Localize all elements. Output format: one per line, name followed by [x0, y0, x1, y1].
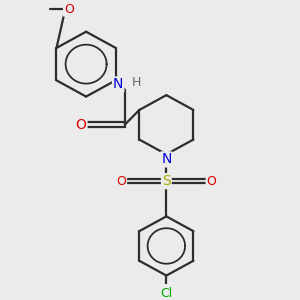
Text: Cl: Cl	[160, 287, 172, 300]
Text: O: O	[64, 3, 74, 16]
Text: N: N	[161, 152, 172, 167]
Text: N: N	[113, 77, 123, 92]
Text: S: S	[162, 174, 171, 188]
Text: O: O	[207, 175, 217, 188]
Text: H: H	[131, 76, 141, 89]
Text: O: O	[116, 175, 126, 188]
Text: O: O	[76, 118, 86, 132]
